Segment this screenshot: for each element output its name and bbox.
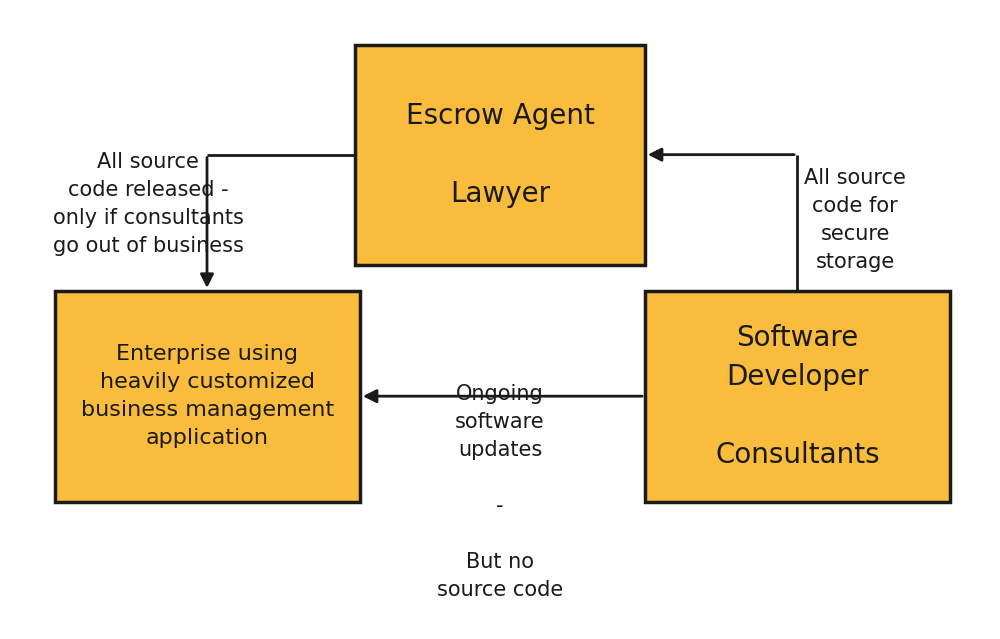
Text: Escrow Agent

Lawyer: Escrow Agent Lawyer	[406, 102, 594, 208]
Bar	[55, 291, 360, 502]
Text: All source
code released -
only if consultants
go out of business: All source code released - only if consu…	[53, 153, 243, 256]
Text: All source
code for
secure
storage: All source code for secure storage	[804, 169, 906, 272]
Bar	[355, 45, 645, 265]
Text: Software
Developer

Consultants: Software Developer Consultants	[715, 324, 880, 468]
Text: Enterprise using
heavily customized
business management
application: Enterprise using heavily customized busi…	[81, 344, 334, 448]
Bar	[645, 291, 950, 502]
Text: Ongoing
software
updates

-

But no
source code: Ongoing software updates - But no source…	[437, 384, 563, 600]
